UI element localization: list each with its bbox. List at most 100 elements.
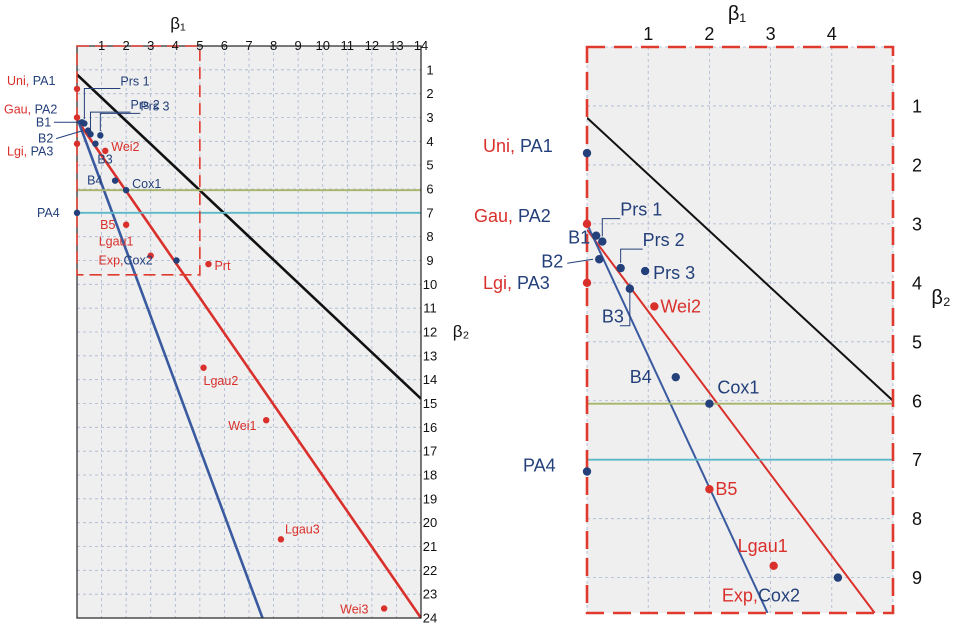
point-uni-pa1 [73,85,81,93]
y-tick-label: 21 [423,539,437,554]
label-wei3: Wei3 [340,602,368,616]
label-part-red: Gau, [4,103,35,117]
leader-prs-2 [90,111,131,130]
point-wei3 [380,605,388,612]
label-part-blue: PA1 [520,136,553,156]
black-line [587,117,893,402]
y-tick-label: 7 [426,205,433,220]
label-part-red: Lgi, [483,273,517,293]
label-b4: B4 [87,174,102,188]
point-b3 [92,140,99,147]
point-cox1 [705,399,714,408]
y-tick-label: 4 [912,273,922,293]
point-lgi-pa3 [582,278,592,288]
label-cox1: Cox1 [132,177,161,191]
y-tick-label: 5 [426,158,433,173]
x-tick-label: 14 [414,38,428,53]
y-tick-label: 4 [426,134,433,149]
label-uni-pa1: Uni, PA1 [7,74,55,88]
x-tick-label: 4 [827,24,837,44]
label-part-blue: PA2 [35,103,58,117]
label-prs-2: Prs 2 [643,230,685,250]
x-tick-label: 2 [123,38,130,53]
y-tick-labels: 1 2 3 4 5 6 7 8 9 [912,96,922,588]
point-b1 [591,231,601,240]
x-tick-label: 10 [315,38,329,53]
label-b3: B3 [602,307,624,327]
x-tick-label: 3 [766,24,776,44]
y-tick-label: 15 [423,396,437,411]
x-tick-label: 9 [295,38,302,53]
label-prs-1: Prs 1 [620,200,662,220]
series-lines [587,117,893,613]
label-exp: Exp, [722,586,758,606]
point-prt [205,260,212,268]
right-chart-panel: 1 2 3 4 1 2 3 4 5 6 7 8 9 β₁ β₂ Uni, PA1 Gau, PA2 Lgi, PA… [474,3,951,615]
y-tick-label: 8 [912,509,922,529]
x-axis-title: β₁ [170,14,186,33]
label-exp: Exp, [99,254,124,268]
y-tick-label: 1 [426,62,433,77]
y-axis-title: β₂ [931,287,950,309]
label-cox2: Cox2 [758,586,800,606]
point-prs-1 [598,237,607,246]
y-axis-title: β₂ [453,322,469,341]
arrow-b2 [55,130,84,140]
red-line [587,229,876,613]
y-tick-label: 19 [423,491,437,506]
label-pa4: PA4 [523,456,556,476]
label-cox2: Cox2 [124,254,153,268]
point-lgau2 [200,364,207,371]
label-wei2: Wei2 [111,140,139,154]
point-lgau1 [147,252,154,259]
black-line [77,73,421,400]
arrow-b2 [567,258,594,264]
y-tick-label: 11 [423,301,437,316]
label-b4: B4 [630,367,652,387]
point-uni-pa1 [582,148,592,158]
y-tick-label: 20 [423,515,437,530]
point-wei2 [650,302,659,311]
point-b5 [705,484,714,494]
point-prs-3 [97,132,104,139]
point-pa4 [73,209,81,217]
point-gau-pa2 [73,114,81,121]
x-tick-label: 12 [365,38,379,53]
label-prs-3: Prs 3 [653,263,695,283]
y-tick-label: 23 [423,587,437,602]
y-tick-label: 3 [912,214,922,234]
blue-line [77,117,264,618]
label-part-blue: PA1 [33,74,56,88]
label-part-red: Uni, [7,74,33,88]
label-exp-cox2: Exp,Cox2 [99,254,153,268]
x-tick-label: 13 [389,38,403,53]
point-b4 [671,372,680,382]
plot-background [587,47,893,613]
label-pa4: PA4 [37,206,60,220]
point-lgi-pa3 [73,140,81,147]
y-tick-label: 8 [426,229,433,244]
label-part-blue: PA3 [517,273,550,293]
zoom-region-box [76,45,201,276]
label-prs-2: Prs 2 [131,98,160,112]
point-b2 [84,127,92,134]
y-tick-label: 3 [426,110,433,125]
label-lgau3: Lgau3 [285,522,320,536]
y-tick-label: 14 [423,372,437,387]
label-b2: B2 [541,251,563,271]
y-tick-label: 2 [912,155,922,175]
blue-line [587,223,769,613]
point-b1 [78,119,86,126]
label-b1: B1 [568,228,590,248]
series-lines [77,73,421,618]
label-part-red: Uni, [483,136,520,156]
point-prs-2 [616,263,625,273]
y-tick-label: 6 [912,391,922,411]
x-tick-label: 3 [147,38,154,53]
y-tick-label: 13 [423,348,437,363]
x-tick-label: 11 [341,38,355,53]
y-tick-label: 2 [426,86,433,101]
y-tick-label: 12 [423,325,437,340]
label-lgau1: Lgau1 [738,536,788,556]
